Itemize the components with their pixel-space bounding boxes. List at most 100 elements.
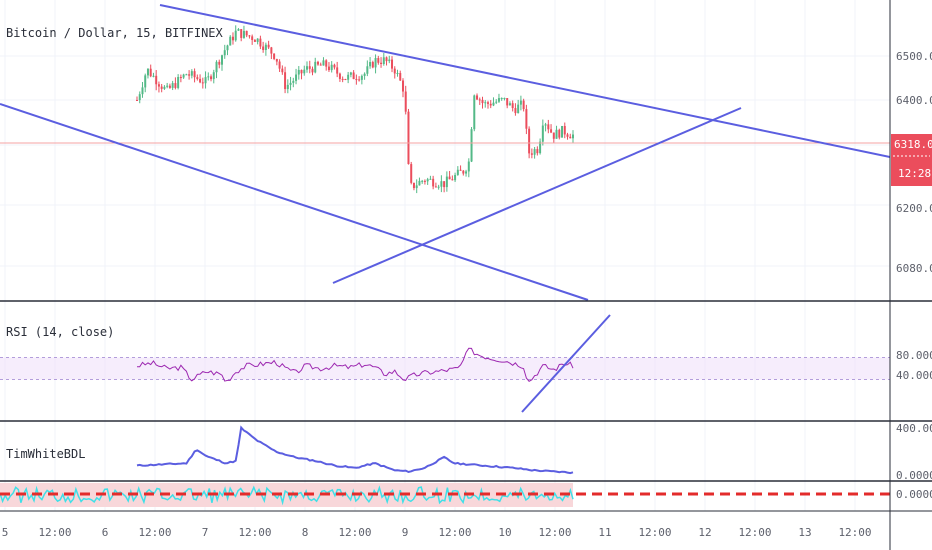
candle-body	[530, 153, 533, 155]
bdl-title[interactable]: TimWhiteBDL	[6, 447, 85, 461]
time-tick-label: 12:00	[138, 526, 171, 539]
signal-tick-label: 0.0000	[896, 488, 932, 501]
candle-body	[462, 170, 465, 174]
grid	[0, 0, 890, 511]
time-tick-label: 12:00	[538, 526, 571, 539]
candle-body	[297, 69, 300, 75]
candle-body	[314, 61, 317, 73]
time-tick-label: 5	[2, 526, 9, 539]
candle-body	[149, 68, 152, 77]
candle-body	[519, 100, 522, 105]
candle-body	[155, 75, 158, 85]
candle-body	[410, 164, 413, 183]
candle-body	[432, 178, 435, 187]
candle-body	[292, 80, 295, 83]
candle-body	[536, 149, 539, 154]
candle-body	[489, 103, 492, 106]
candle-body	[248, 35, 251, 37]
signal-cyan-line	[0, 485, 574, 506]
candle-body	[295, 74, 298, 81]
candle-body	[552, 132, 555, 139]
candle-body	[237, 29, 240, 31]
candle-body	[391, 59, 394, 69]
signal-series	[0, 483, 890, 507]
candle-body	[506, 98, 509, 106]
candle-body	[363, 73, 366, 76]
candle-body	[374, 58, 377, 68]
candle-body	[204, 77, 207, 84]
time-tick-label: 12:00	[38, 526, 71, 539]
time-tick-label: 13	[798, 526, 811, 539]
rsi-trendline[interactable]	[521, 314, 611, 413]
candle-body	[338, 73, 341, 79]
candle-body	[481, 99, 484, 104]
candle-body	[303, 69, 306, 74]
candle-body	[242, 30, 245, 38]
candle-body	[322, 60, 325, 66]
bdl-tick-label: 400.0000	[896, 422, 932, 435]
candle-body	[434, 186, 437, 188]
candle-body	[393, 68, 396, 74]
candle-body	[240, 29, 243, 38]
bdl-line	[136, 425, 574, 475]
time-tick-label: 7	[202, 526, 209, 539]
candle-body	[273, 53, 276, 59]
time-tick-label: 11	[598, 526, 611, 539]
price-axis[interactable]: 6500.0 6400.0 6200.0 6080.0 80.0000 40.0000 40…	[896, 50, 932, 501]
candle-body	[185, 74, 188, 76]
candle-body	[319, 64, 322, 66]
candle-body	[278, 61, 281, 69]
candle-body	[138, 94, 141, 101]
price-pane	[0, 0, 890, 300]
candle-body	[467, 161, 470, 172]
candle-body	[555, 129, 558, 139]
rsi-title[interactable]: RSI (14, close)	[6, 325, 114, 339]
last-price-label: 6318.0	[894, 138, 932, 151]
candle-body	[456, 169, 459, 175]
last-price-badge	[891, 134, 932, 186]
candle-body	[522, 100, 525, 110]
candle-body	[341, 78, 344, 80]
rsi-tick-label: 40.0000	[896, 369, 932, 382]
candle-body	[360, 75, 363, 80]
candle-body	[253, 40, 256, 42]
lower-trendline[interactable]	[0, 103, 589, 301]
candle-body	[399, 72, 402, 81]
candle-body	[157, 84, 160, 87]
candle-body	[429, 178, 432, 180]
candle-body	[259, 38, 262, 47]
candle-body	[412, 182, 415, 189]
time-tick-label: 6	[102, 526, 109, 539]
price-tick-label: 6400.0	[896, 94, 932, 107]
candle-body	[229, 36, 232, 46]
candle-body	[196, 77, 199, 79]
candle-body	[193, 71, 196, 78]
candle-body	[171, 83, 174, 88]
candle-body	[199, 78, 202, 83]
bdl-tick-label: 0.0000	[896, 469, 932, 482]
time-tick-label: 12:00	[838, 526, 871, 539]
candle-body	[281, 68, 284, 73]
candle-body	[486, 102, 489, 104]
candle-body	[558, 129, 561, 138]
candle-body	[267, 44, 270, 48]
candle-body	[210, 76, 213, 80]
candle-body	[275, 58, 278, 62]
candle-body	[572, 134, 574, 139]
candle-body	[547, 124, 550, 130]
candle-body	[264, 44, 267, 51]
candle-body	[495, 101, 498, 103]
countdown-label: 12:28	[898, 167, 931, 180]
symbol-title[interactable]: Bitcoin / Dollar, 15, BITFINEX	[6, 26, 224, 40]
candle-body	[344, 79, 347, 81]
candle-body	[407, 111, 410, 165]
candle-body	[451, 179, 454, 181]
candle-body	[212, 72, 215, 80]
candle-body	[327, 66, 330, 71]
upper-trendline[interactable]	[159, 4, 891, 158]
time-axis[interactable]: 5 12:00 6 12:00 7 12:00 8 12:00 9 12:00 10 12:00 11 1…	[2, 526, 872, 539]
rising-support-trendline[interactable]	[332, 107, 742, 284]
candle-body	[168, 85, 171, 88]
candle-body	[508, 103, 511, 106]
